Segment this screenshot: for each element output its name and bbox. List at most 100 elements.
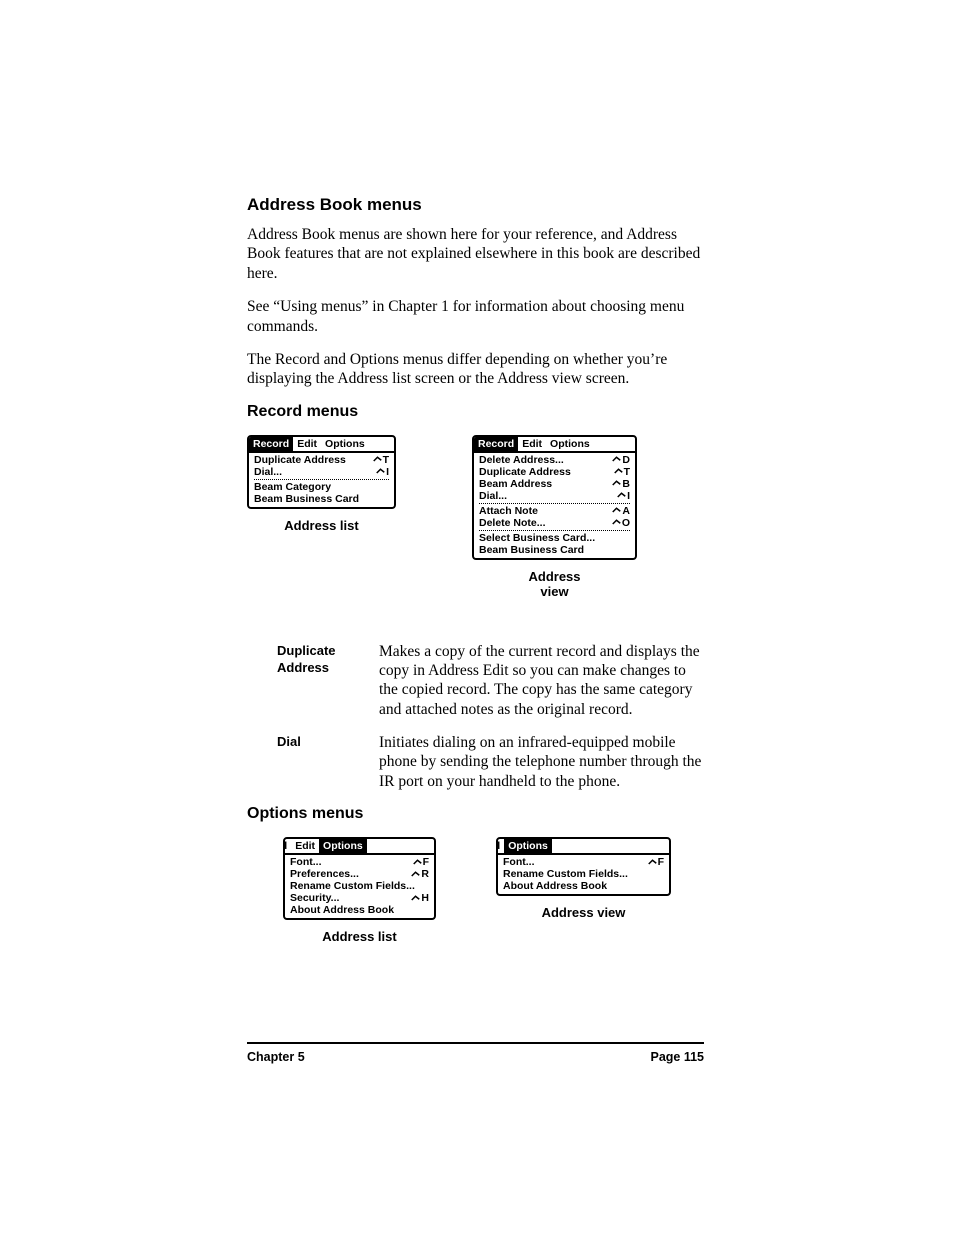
options-menu-address-view: Record Options Font... F Rename Custom F… [496,837,671,945]
def-body: Makes a copy of the current record and d… [379,642,704,720]
caption-line: view [540,584,568,599]
menu-label: Beam Business Card [479,544,584,556]
menu-label: Security... [290,892,339,904]
menu-body: Delete Address... D Duplicate Address T … [474,453,635,558]
shortcut-key: F [658,856,664,868]
palm-menu: Record Options Font... F Rename Custom F… [496,837,671,896]
shortcut-key: B [622,478,630,490]
menu-label: Delete Address... [479,454,564,466]
footer-chapter: Chapter 5 [247,1050,305,1064]
caption-line: Address [528,569,580,584]
record-menu-address-view: Record Edit Options Delete Address... D … [472,435,637,600]
caption-address-view: Address view [542,906,626,921]
menu-item: Delete Address... D [479,454,630,466]
menu-item: Dial... I [254,466,389,478]
menu-label: Beam Address [479,478,552,490]
menu-label: Dial... [479,490,507,502]
menu-item: Select Business Card... [479,532,630,544]
menu-item: Rename Custom Fields... [503,868,664,880]
shortcut-stroke-icon [411,894,420,903]
options-menus-figure-row: Record Edit Options Font... F Preference… [247,837,704,945]
shortcut-key: D [622,454,630,466]
shortcut-key: I [386,466,389,478]
menu-label: Font... [290,856,322,868]
record-menu-address-list: Record Edit Options Duplicate Address T … [247,435,396,600]
shortcut-stroke-icon [648,858,657,867]
heading-record-menus: Record menus [247,403,704,421]
menu-item: About Address Book [503,880,664,892]
shortcut-key: O [622,517,630,529]
shortcut-key: T [624,466,630,478]
menubar: Record Options [496,839,669,855]
shortcut-stroke-icon [614,467,623,476]
palm-menu: Record Edit Options Font... F Preference… [283,837,436,920]
shortcut-key: T [383,454,389,466]
menu-shortcut: R [411,868,429,880]
shortcut-stroke-icon [612,506,621,515]
shortcut-stroke-icon [373,455,382,464]
page: Address Book menus Address Book menus ar… [0,0,954,1235]
footer-page-number: Page 115 [650,1050,704,1064]
def-term-duplicate-address: Duplicate Address [247,642,379,720]
menubar-options: Options [504,839,552,853]
record-menus-figure-row: Record Edit Options Duplicate Address T … [247,435,704,600]
menu-label: Beam Business Card [254,493,359,505]
shortcut-stroke-icon [612,479,621,488]
menu-item: Font... F [290,856,429,868]
menubar-edit: Edit [518,437,546,451]
menubar: Record Edit Options [249,437,394,453]
menu-item: Attach Note A [479,505,630,517]
menubar-record: Record [249,437,293,451]
menu-shortcut: T [373,454,389,466]
menu-shortcut: H [411,892,429,904]
menu-label: About Address Book [503,880,607,892]
menubar: Record Edit Options [283,839,434,855]
menu-item: Beam Business Card [254,493,389,505]
menu-shortcut: F [413,856,429,868]
menu-item: Font... F [503,856,664,868]
paragraph: The Record and Options menus differ depe… [247,350,704,389]
shortcut-stroke-icon [617,491,626,500]
def-body: Initiates dialing on an infrared-equippe… [379,733,704,791]
shortcut-stroke-icon [612,455,621,464]
def-term-line: Duplicate [277,643,336,658]
menu-shortcut: T [614,466,630,478]
menu-item: Beam Address B [479,478,630,490]
menu-shortcut: D [612,454,630,466]
options-menu-address-list: Record Edit Options Font... F Preference… [283,837,436,945]
menu-item: Security... H [290,892,429,904]
definition-row: Duplicate Address Makes a copy of the cu… [247,642,704,720]
menubar-edit: Edit [293,437,321,451]
menubar: Record Edit Options [474,437,635,453]
menu-label: Duplicate Address [254,454,346,466]
menu-shortcut: A [612,505,630,517]
def-term-dial: Dial [247,733,379,791]
shortcut-stroke-icon [376,467,385,476]
menu-item: Delete Note... O [479,517,630,529]
menubar-record: Record [283,839,291,853]
menu-separator [479,503,630,504]
menu-label: Duplicate Address [479,466,571,478]
caption-address-list: Address list [322,930,396,945]
menu-label: Font... [503,856,535,868]
caption-address-list: Address list [284,519,358,534]
menu-shortcut: B [612,478,630,490]
shortcut-stroke-icon [413,858,422,867]
palm-menu: Record Edit Options Delete Address... D … [472,435,637,560]
menu-body: Font... F Preferences... R Rename Custom… [285,855,434,918]
shortcut-key: H [421,892,429,904]
menu-label: About Address Book [290,904,394,916]
menu-separator [479,530,630,531]
menubar-record: Record [496,839,504,853]
menu-item: Preferences... R [290,868,429,880]
menu-shortcut: F [648,856,664,868]
menu-item: Rename Custom Fields... [290,880,429,892]
menu-item: Dial... I [479,490,630,502]
menu-shortcut: I [617,490,630,502]
menu-label: Dial... [254,466,282,478]
menu-body: Duplicate Address T Dial... I Beam Categ… [249,453,394,507]
shortcut-stroke-icon [411,870,420,879]
heading-address-book-menus: Address Book menus [247,195,704,215]
palm-menu: Record Edit Options Duplicate Address T … [247,435,396,509]
menu-label: Rename Custom Fields... [290,880,415,892]
